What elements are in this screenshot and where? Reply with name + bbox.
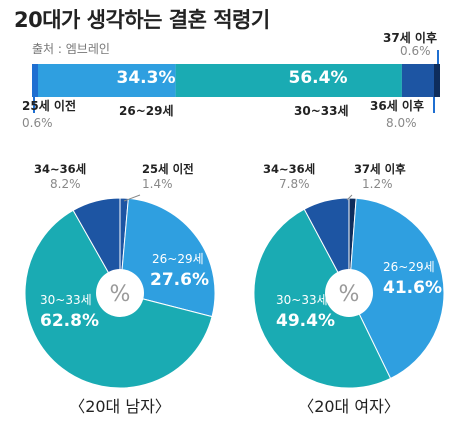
- stacked-bar: [32, 50, 440, 113]
- pie-women: [253, 197, 445, 389]
- men-caption: 〈20대 남자〉: [69, 397, 171, 416]
- bar-segment-4: [434, 64, 440, 97]
- men-value-26-29: 27.6%: [150, 270, 209, 290]
- men-label-26-29: 26~29세: [152, 252, 204, 266]
- women-label-26-29: 26~29세: [383, 260, 435, 274]
- source-note: 출처 : 엠브레인: [32, 42, 110, 56]
- bar-value-37-after: 0.6%: [400, 44, 431, 58]
- women-value-37-after: 1.2%: [362, 177, 393, 191]
- men-label-34-36: 34~36세: [34, 162, 86, 176]
- women-value-34-36: 7.8%: [279, 177, 310, 191]
- bar-value-36-after: 8.0%: [386, 116, 417, 130]
- pie-men-percent-sign: %: [110, 282, 131, 307]
- bar-label-36-after: 36세 이후: [370, 98, 424, 113]
- men-label-25-before: 25세 이전: [142, 162, 194, 176]
- women-label-37-after: 37세 이후: [354, 162, 406, 176]
- bar-label-37-after: 37세 이후: [383, 30, 437, 45]
- chart-title: 20대가 생각하는 결혼 적령기: [14, 8, 270, 32]
- women-label-34-36: 34~36세: [263, 162, 315, 176]
- men-label-30-33: 30~33세: [40, 293, 92, 307]
- men-value-25-before: 1.4%: [142, 177, 173, 191]
- men-value-30-33: 62.8%: [40, 311, 99, 331]
- bar-label-30-33: 30~33세: [294, 103, 349, 118]
- pie-women-percent-sign: %: [339, 282, 360, 307]
- bar-value-25-before: 0.6%: [22, 116, 53, 130]
- pie-men-slice-3: [72, 197, 121, 295]
- pie-leader-1: [346, 194, 353, 201]
- bar-segment-0: [32, 64, 38, 97]
- bar-label-25-before: 25세 이전: [22, 98, 76, 113]
- pie-women-slice-2: [253, 208, 392, 389]
- pie-men-slice-1: [119, 197, 216, 318]
- bar-label-26-29: 26~29세: [119, 103, 174, 118]
- bar-value-26-29: 34.3%: [117, 68, 176, 88]
- bar-segment-2: [175, 64, 402, 97]
- bar-segment-1: [38, 64, 176, 97]
- men-value-34-36: 8.2%: [50, 177, 81, 191]
- bar-value-30-33: 56.4%: [289, 68, 348, 88]
- pie-leader-0: [123, 194, 141, 202]
- women-value-30-33: 49.4%: [276, 311, 335, 331]
- women-label-30-33: 30~33세: [276, 293, 328, 307]
- pie-women-slice-1: [348, 197, 445, 380]
- women-caption: 〈20대 여자〉: [298, 397, 400, 416]
- pie-women-center: [325, 269, 373, 317]
- pie-men-center: [96, 269, 144, 317]
- bar-segment-3: [401, 64, 434, 97]
- women-value-26-29: 41.6%: [383, 278, 442, 298]
